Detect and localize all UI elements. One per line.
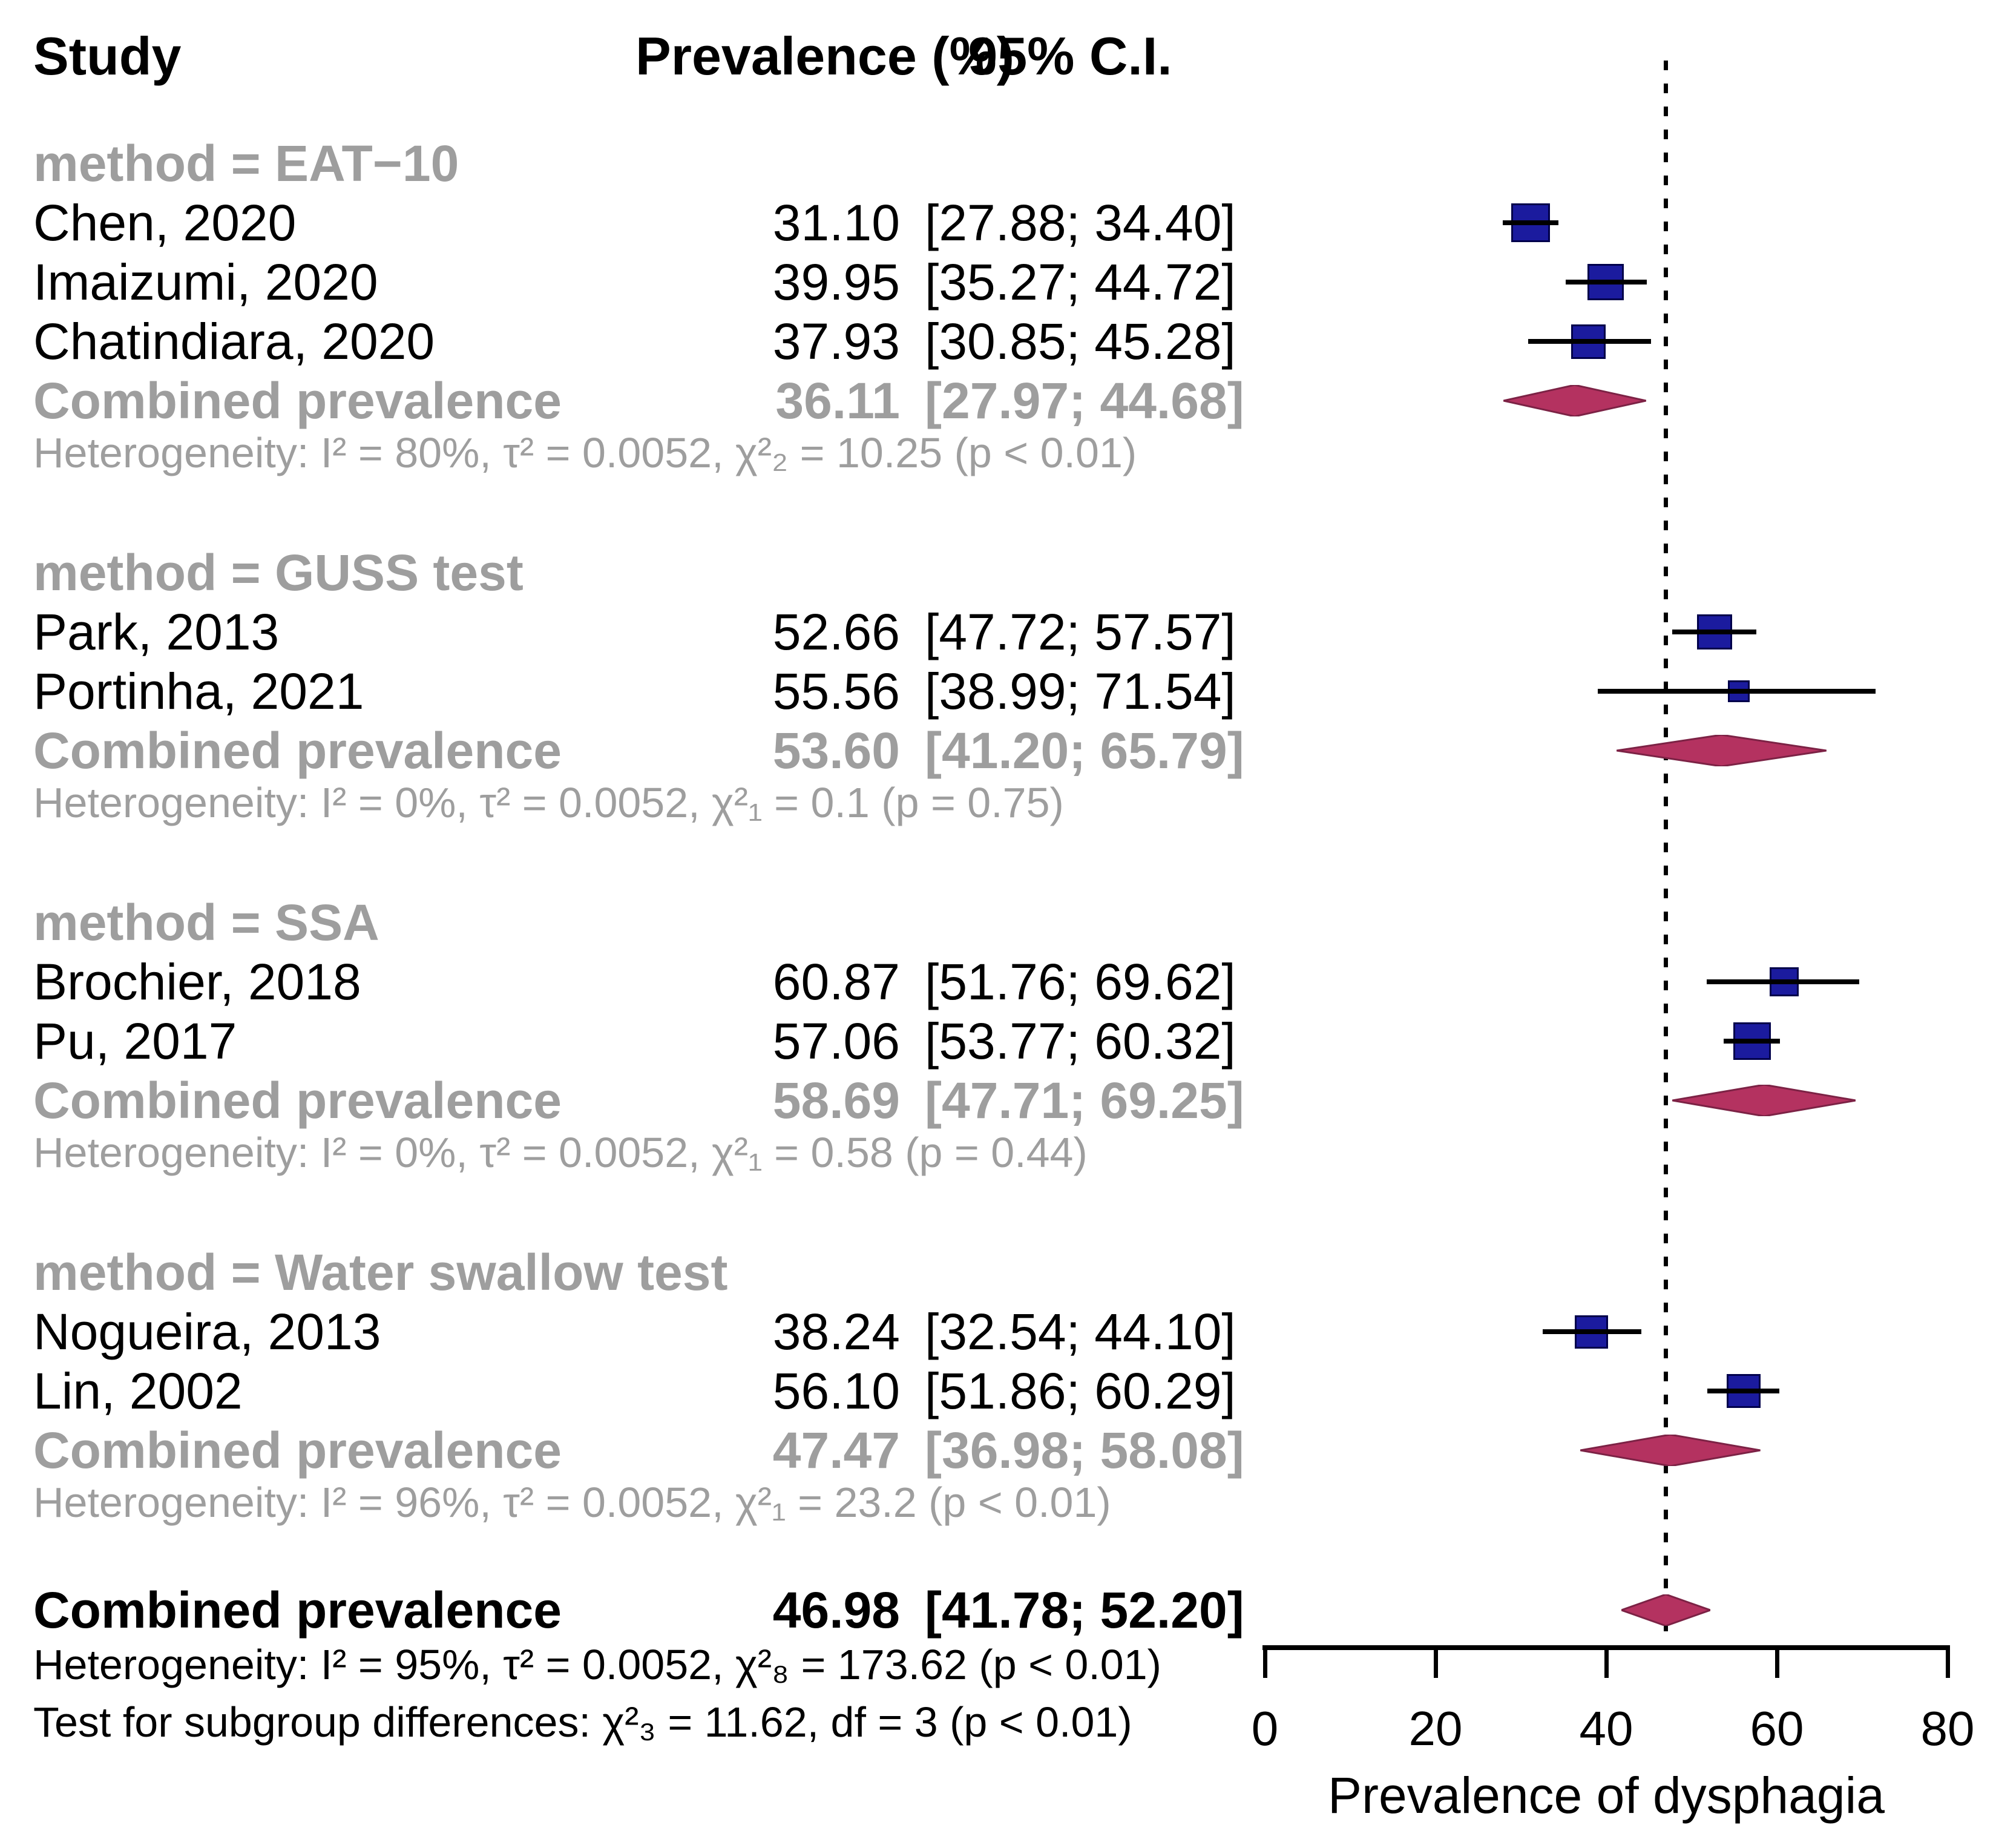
x-axis-tick-label: 60 <box>1750 1702 1804 1755</box>
study-row-name: Nogueira, 2013 <box>33 1303 381 1360</box>
study-row-name: Portinha, 2021 <box>33 663 364 720</box>
study-row-estimate: 55.56 <box>772 663 900 720</box>
x-axis-tick-label: 0 <box>1251 1702 1279 1755</box>
section-label: method = EAT−10 <box>33 135 459 192</box>
study-row-ci: [30.85; 45.28] <box>925 313 1236 370</box>
study-row-name: Park, 2013 <box>33 603 280 660</box>
study-row-ci: [27.88; 34.40] <box>925 194 1236 251</box>
reference-line <box>1664 61 1669 1631</box>
ci-line <box>1542 1329 1641 1334</box>
x-axis-tick <box>1434 1648 1438 1678</box>
combined-row-ci: [41.20; 65.79] <box>925 722 1244 779</box>
ci-line <box>1706 979 1859 984</box>
combined-row-name: Combined prevalence <box>33 1072 562 1129</box>
column-header-study: Study <box>33 26 182 86</box>
section-label: method = GUSS test <box>33 544 524 601</box>
section-label: method = Water swallow test <box>33 1244 728 1301</box>
x-axis-tick-label: 40 <box>1579 1702 1633 1755</box>
study-row-ci: [53.77; 60.32] <box>925 1013 1236 1070</box>
combined-row-estimate: 58.69 <box>772 1072 900 1129</box>
ci-line <box>1566 280 1647 284</box>
study-row-name: Pu, 2017 <box>33 1013 237 1070</box>
x-axis-tick <box>1263 1648 1267 1678</box>
combined-diamond <box>1621 1594 1711 1626</box>
study-row-name: Brochier, 2018 <box>33 953 361 1010</box>
combined-diamond <box>1616 735 1827 766</box>
study-row-ci: [51.76; 69.62] <box>925 953 1236 1010</box>
combined-row-name: Combined prevalence <box>33 722 562 779</box>
column-header-prevalence: Prevalence (%) <box>635 26 1015 86</box>
study-row-estimate: 57.06 <box>772 1013 900 1070</box>
study-row-ci: [51.86; 60.29] <box>925 1363 1236 1419</box>
column-header-ci: 95% C.I. <box>968 26 1172 86</box>
x-axis-title: Prevalence of dysphagia <box>1328 1767 1885 1824</box>
x-axis-tick <box>1604 1648 1609 1678</box>
study-row-ci: [35.27; 44.72] <box>925 254 1236 311</box>
combined-diamond <box>1580 1435 1761 1466</box>
study-row-ci: [32.54; 44.10] <box>925 1303 1236 1360</box>
study-row-name: Imaizumi, 2020 <box>33 254 378 311</box>
ci-line <box>1528 339 1652 344</box>
study-row-estimate: 60.87 <box>772 953 900 1010</box>
x-axis-tick <box>1946 1648 1950 1678</box>
heterogeneity-note: Heterogeneity: I² = 80%, τ² = 0.0052, χ²… <box>33 429 1137 476</box>
x-axis-tick-label: 20 <box>1408 1702 1463 1755</box>
combined-row-estimate: 47.47 <box>772 1422 900 1479</box>
ci-line <box>1672 630 1756 634</box>
subgroup-difference-test-note: Test for subgroup differences: χ²₃ = 11.… <box>33 1698 1132 1746</box>
study-row-estimate: 52.66 <box>772 603 900 660</box>
study-row-name: Chatindiara, 2020 <box>33 313 435 370</box>
section-label: method = SSA <box>33 894 379 951</box>
combined-row-name: Combined prevalence <box>33 372 562 429</box>
heterogeneity-note: Heterogeneity: I² = 0%, τ² = 0.0052, χ²₁… <box>33 1129 1088 1176</box>
combined-diamond <box>1672 1085 1856 1116</box>
x-axis-tick-label: 80 <box>1920 1702 1975 1755</box>
heterogeneity-note: Heterogeneity: I² = 0%, τ² = 0.0052, χ²₁… <box>33 779 1064 826</box>
ci-line <box>1597 689 1876 694</box>
study-row-estimate: 38.24 <box>772 1303 900 1360</box>
overall-combined-row-name: Combined prevalence <box>33 1582 562 1639</box>
ci-line <box>1724 1039 1780 1044</box>
study-row-estimate: 39.95 <box>772 254 900 311</box>
combined-row-estimate: 36.11 <box>775 372 900 429</box>
ci-line <box>1503 220 1559 225</box>
study-row-estimate: 56.10 <box>772 1363 900 1419</box>
overall-combined-row-estimate: 46.98 <box>772 1582 900 1639</box>
study-row-name: Chen, 2020 <box>33 194 297 251</box>
ci-line <box>1707 1389 1780 1393</box>
overall-combined-row-ci: [41.78; 52.20] <box>925 1582 1244 1639</box>
x-axis-tick <box>1775 1648 1779 1678</box>
study-row-name: Lin, 2002 <box>33 1363 243 1419</box>
combined-row-estimate: 53.60 <box>772 722 900 779</box>
heterogeneity-note: Heterogeneity: I² = 96%, τ² = 0.0052, χ²… <box>33 1479 1111 1526</box>
combined-row-ci: [36.98; 58.08] <box>925 1422 1244 1479</box>
study-row-estimate: 31.10 <box>772 194 900 251</box>
overall-heterogeneity-note: Heterogeneity: I² = 95%, τ² = 0.0052, χ²… <box>33 1641 1161 1688</box>
combined-row-ci: [27.97; 44.68] <box>925 372 1244 429</box>
combined-row-ci: [47.71; 69.25] <box>925 1072 1244 1129</box>
study-row-ci: [47.72; 57.57] <box>925 603 1236 660</box>
combined-diamond <box>1503 385 1646 416</box>
combined-row-name: Combined prevalence <box>33 1422 562 1479</box>
study-row-ci: [38.99; 71.54] <box>925 663 1236 720</box>
study-row-estimate: 37.93 <box>772 313 900 370</box>
